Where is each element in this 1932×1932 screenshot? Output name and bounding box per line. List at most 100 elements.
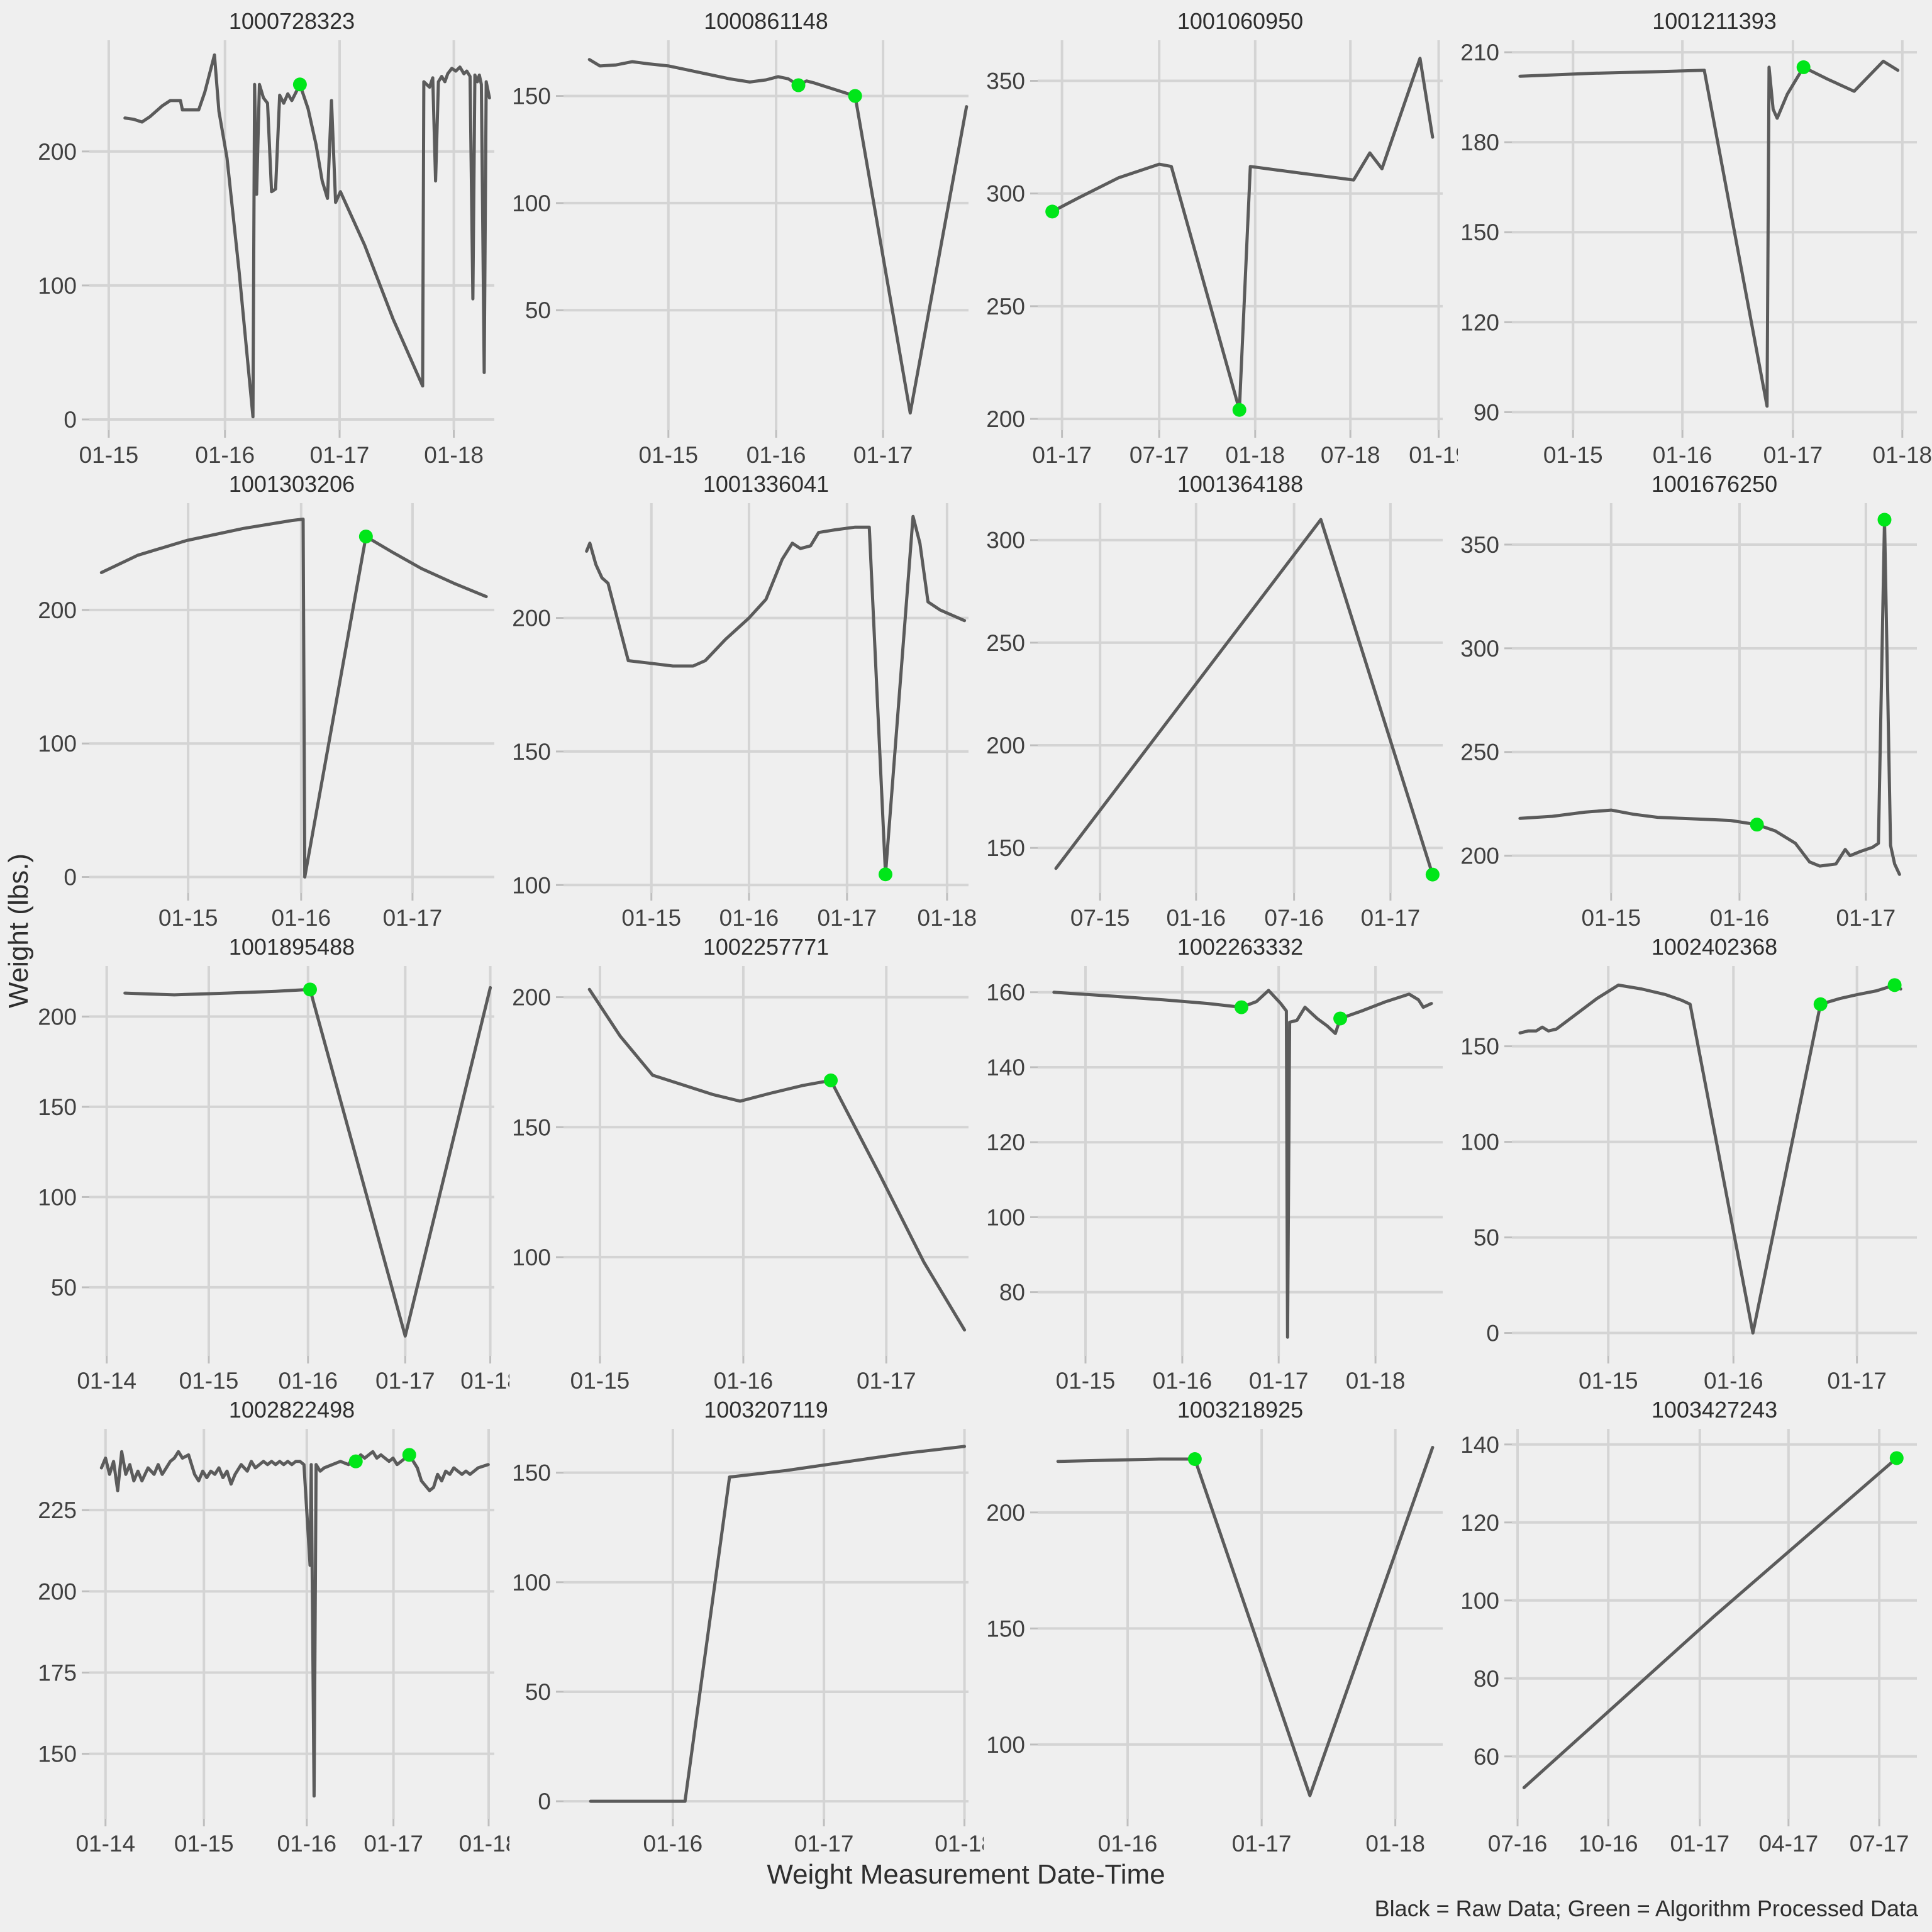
- raw-data-line: [123, 53, 491, 419]
- facet-1001211393: 90 120 150 180 210 01-15 01-16 01-17 01-18 100121…: [1458, 5, 1932, 468]
- x-tick-label: 01-16: [1098, 1831, 1158, 1857]
- y-tick-label: 100: [512, 1570, 551, 1596]
- processed-data-point: [848, 89, 862, 103]
- raw-data-line: [585, 514, 967, 876]
- y-tick-label: 200: [986, 406, 1025, 432]
- facet-chart: 150 175 200 225 01-14 01-15 01-16 01-17 01-18 100…: [38, 1397, 518, 1857]
- facet-chart: 0 50 100 150 01-15 01-16 01-17 1002402368: [1460, 934, 1917, 1394]
- facet-title: 1001676250: [1652, 471, 1777, 497]
- y-tick-label: 210: [1460, 40, 1499, 65]
- facet-1002257771: 100 150 200 01-15 01-16 01-17 1002257771: [509, 931, 984, 1394]
- facet-title: 1002257771: [703, 934, 829, 960]
- x-tick-label: 01-15: [158, 905, 218, 931]
- y-tick-label: 150: [38, 1741, 77, 1767]
- y-tick-label: 175: [38, 1660, 77, 1686]
- y-tick-label: 160: [986, 980, 1025, 1006]
- x-tick-label: 01-16: [643, 1831, 703, 1857]
- raw-data-line: [99, 518, 488, 879]
- y-tick-label: 100: [1460, 1588, 1499, 1614]
- x-tick-label: 01-17: [1032, 442, 1092, 468]
- facet-1001336041: 100 150 200 01-15 01-16 01-17 01-18 1001336041: [509, 468, 984, 931]
- y-tick-label: 200: [38, 597, 77, 623]
- y-tick-label: 80: [999, 1280, 1025, 1306]
- facet-1002263332: 80 100 120 140 160 01-15 01-16 01-17 01-18 100226…: [984, 931, 1458, 1394]
- x-tick-label: 01-15: [621, 905, 681, 931]
- facet-chart: 50 100 150 01-15 01-16 01-17 1000861148: [512, 8, 969, 468]
- facet-title: 1000861148: [704, 8, 828, 34]
- processed-data-point: [303, 982, 317, 997]
- processed-data-point: [824, 1073, 838, 1087]
- facet-1002822498: 150 175 200 225 01-14 01-15 01-16 01-17 01-18 100…: [35, 1394, 518, 1857]
- facet-chart: 200 250 300 350 01-17 07-17 01-18 07-18 01-19 100…: [986, 8, 1468, 468]
- x-tick-label: 01-16: [719, 905, 779, 931]
- y-tick-label: 0: [1486, 1321, 1499, 1346]
- x-tick-label: 01-17: [383, 905, 443, 931]
- x-tick-label: 07-15: [1070, 905, 1130, 931]
- y-tick-label: 150: [512, 739, 551, 765]
- x-tick-label: 01-15: [1579, 1368, 1638, 1394]
- facet-title: 1000728323: [229, 8, 355, 34]
- x-tick-label: 01-17: [1249, 1368, 1309, 1394]
- y-tick-label: 150: [512, 84, 551, 109]
- x-tick-label: 01-15: [1581, 905, 1641, 931]
- y-tick-label: 180: [1460, 130, 1499, 155]
- y-tick-label: 200: [512, 606, 551, 631]
- facet-chart: 80 100 120 140 160 01-15 01-16 01-17 01-18 100226…: [986, 934, 1443, 1394]
- processed-data-point: [791, 78, 806, 92]
- y-tick-label: 150: [512, 1114, 551, 1140]
- y-tick-label: 100: [986, 1204, 1025, 1230]
- y-tick-label: 200: [38, 139, 77, 165]
- facet-chart: 0 50 100 150 01-16 01-17 01-18 1003207119: [512, 1397, 994, 1857]
- y-axis-title: Weight (lbs.): [3, 853, 34, 1009]
- y-tick-label: 150: [512, 1460, 551, 1486]
- y-tick-label: 50: [1474, 1225, 1499, 1251]
- y-tick-label: 90: [1474, 399, 1499, 425]
- x-tick-label: 01-15: [570, 1368, 630, 1394]
- facet-title: 1001895488: [229, 934, 355, 960]
- y-tick-label: 300: [986, 528, 1025, 553]
- x-tick-label: 01-16: [1166, 905, 1226, 931]
- x-tick-label: 01-16: [714, 1368, 774, 1394]
- x-axis-title: Weight Measurement Date-Time: [767, 1859, 1165, 1890]
- x-tick-label: 01-19: [1409, 442, 1458, 468]
- y-tick-label: 0: [64, 407, 77, 433]
- processed-data-point: [1333, 1011, 1348, 1026]
- y-tick-label: 140: [986, 1055, 1025, 1080]
- y-tick-label: 150: [986, 835, 1025, 861]
- facet-title: 1001303206: [229, 471, 355, 497]
- x-tick-label: 01-18: [459, 1831, 509, 1857]
- y-tick-label: 60: [1474, 1744, 1499, 1770]
- raw-data-line: [1518, 518, 1901, 876]
- x-tick-label: 01-17: [853, 442, 913, 468]
- y-tick-label: 140: [1460, 1432, 1499, 1458]
- x-tick-label: 01-18: [424, 442, 484, 468]
- legend-caption: Black = Raw Data; Green = Algorithm Proc…: [1374, 1896, 1918, 1921]
- x-tick-label: 01-17: [1232, 1831, 1292, 1857]
- y-tick-label: 200: [512, 985, 551, 1011]
- x-tick-label: 01-18: [1872, 442, 1932, 468]
- x-tick-label: 01-16: [1710, 905, 1770, 931]
- x-tick-label: 01-17: [1763, 442, 1823, 468]
- y-tick-label: 100: [38, 731, 77, 757]
- x-tick-label: 07-16: [1264, 905, 1324, 931]
- x-tick-label: 01-16: [278, 1368, 338, 1394]
- x-tick-label: 01-15: [1543, 442, 1603, 468]
- y-tick-label: 50: [525, 297, 551, 323]
- raw-data-line: [99, 1450, 490, 1798]
- x-tick-label: 01-16: [747, 442, 806, 468]
- x-tick-label: 07-17: [1130, 442, 1189, 468]
- facet-title: 1001060950: [1177, 8, 1303, 34]
- x-tick-label: 07-16: [1488, 1831, 1548, 1857]
- facet-1002402368: 0 50 100 150 01-15 01-16 01-17 1002402368: [1458, 931, 1932, 1394]
- y-tick-label: 50: [51, 1275, 77, 1301]
- y-tick-label: 120: [986, 1130, 1025, 1155]
- x-tick-label: 01-15: [174, 1831, 234, 1857]
- y-tick-label: 100: [512, 1245, 551, 1270]
- y-tick-label: 200: [38, 1004, 77, 1030]
- facet-chart: 60 80 100 120 140 07-16 10-16 01-17 04-17 07-17 10…: [1460, 1397, 1917, 1857]
- processed-data-point: [402, 1448, 416, 1462]
- y-tick-label: 0: [538, 1789, 551, 1814]
- x-tick-label: 07-18: [1321, 442, 1380, 468]
- facet-grid: 0 100 200 01-15 01-16 01-17 01-18 1000728323 50 1…: [35, 5, 1932, 1857]
- y-tick-label: 150: [1460, 219, 1499, 245]
